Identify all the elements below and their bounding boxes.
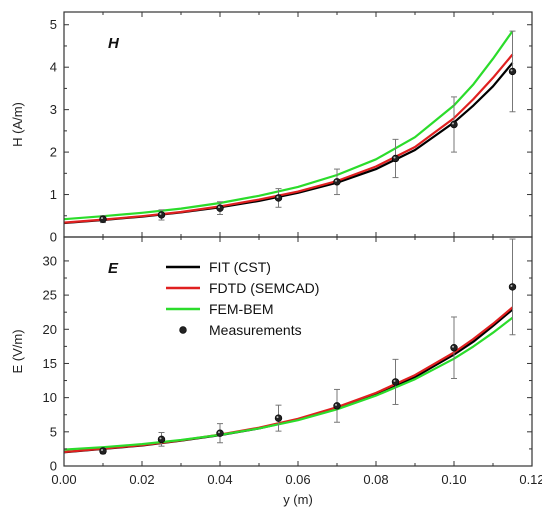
- legend-label: FDTD (SEMCAD): [209, 280, 319, 296]
- y-axis-label: E (V/m): [10, 329, 25, 373]
- y-tick-label: 5: [50, 17, 57, 32]
- series-line-fem-bem: [63, 316, 514, 451]
- measurement-point: [216, 429, 224, 437]
- measurement-point-highlight: [101, 448, 103, 451]
- measurement-point-highlight: [159, 437, 162, 440]
- panel-tag: H: [108, 35, 120, 52]
- y-tick-label: 5: [50, 424, 57, 439]
- plot-frame: [63, 236, 533, 467]
- y-axis-label: H (A/m): [10, 102, 25, 147]
- x-tick-label: 0.02: [129, 472, 154, 487]
- measurement-point-highlight: [393, 156, 396, 159]
- legend-label: FIT (CST): [209, 259, 271, 275]
- e-field-panel: 0 5 10 15 20 25 30 0.00 0.02 0.04 0.06 0.08 0.10 0.12…: [10, 236, 542, 507]
- measurement-point-highlight: [159, 212, 162, 215]
- measurement-point-highlight: [101, 217, 103, 220]
- legend-label: Measurements: [209, 322, 302, 338]
- plot-frame: [63, 11, 533, 238]
- legend: FIT (CST) FDTD (SEMCAD) FEM-BEM Measurement…: [166, 259, 319, 338]
- measurement-point-highlight: [335, 179, 337, 182]
- x-tick-label: 0.12: [519, 472, 542, 487]
- measurement-point: [216, 204, 224, 212]
- measurement-point: [274, 414, 283, 422]
- x-tick-label: 0.06: [285, 472, 310, 487]
- x-tick-label: 0.04: [207, 472, 232, 487]
- h-field-panel: 0 1 2 3 4 5 H (A/m) H: [10, 11, 533, 245]
- measurement-point: [391, 378, 400, 386]
- x-axis-label: y (m): [283, 492, 313, 507]
- y-tick-label: 0: [50, 459, 57, 474]
- measurement-point: [508, 283, 517, 291]
- measurement-point: [333, 402, 341, 410]
- y-tick-label: 25: [43, 288, 57, 303]
- y-tick-label: 10: [43, 390, 57, 405]
- measurement-point-highlight: [276, 416, 279, 419]
- measurement-point: [391, 154, 400, 163]
- y-tick-label: 0: [50, 230, 57, 245]
- measurement-point: [333, 178, 341, 186]
- measurement-point-highlight: [510, 69, 513, 72]
- measurement-point: [99, 447, 107, 455]
- measurement-point-highlight: [335, 403, 337, 406]
- y-tick-label: 3: [50, 102, 57, 117]
- measurement-point-highlight: [452, 345, 454, 348]
- x-tick-label: 0.08: [363, 472, 388, 487]
- measurement-point-highlight: [452, 122, 454, 125]
- y-tick-label: 1: [50, 187, 57, 202]
- measurement-point: [157, 435, 166, 444]
- legend-marker: [179, 326, 187, 334]
- measurement-point-highlight: [276, 195, 279, 198]
- series-line-fit-cst: [63, 62, 514, 225]
- measurement-point: [450, 120, 458, 129]
- y-tick-label: 20: [43, 322, 57, 337]
- y-tick-label: 15: [43, 356, 57, 371]
- measurement-point-highlight: [218, 206, 220, 209]
- measurement-point: [508, 67, 517, 76]
- y-tick-label: 2: [50, 145, 57, 160]
- measurement-point: [274, 194, 283, 202]
- measurement-point: [450, 344, 458, 352]
- measurement-point-highlight: [393, 379, 396, 382]
- series-line-fdtd-semcad: [63, 53, 514, 224]
- y-tick-label: 4: [50, 60, 57, 75]
- x-tick-label: 0.00: [51, 472, 76, 487]
- series-line-fem-bem: [63, 30, 514, 221]
- legend-label: FEM-BEM: [209, 301, 274, 317]
- y-tick-label: 30: [43, 253, 57, 268]
- measurement-point-highlight: [510, 284, 513, 287]
- x-tick-label: 0.10: [441, 472, 466, 487]
- measurement-point-highlight: [218, 431, 220, 434]
- measurement-point: [157, 211, 166, 219]
- panel-tag: E: [108, 260, 119, 277]
- measurement-point: [99, 215, 107, 223]
